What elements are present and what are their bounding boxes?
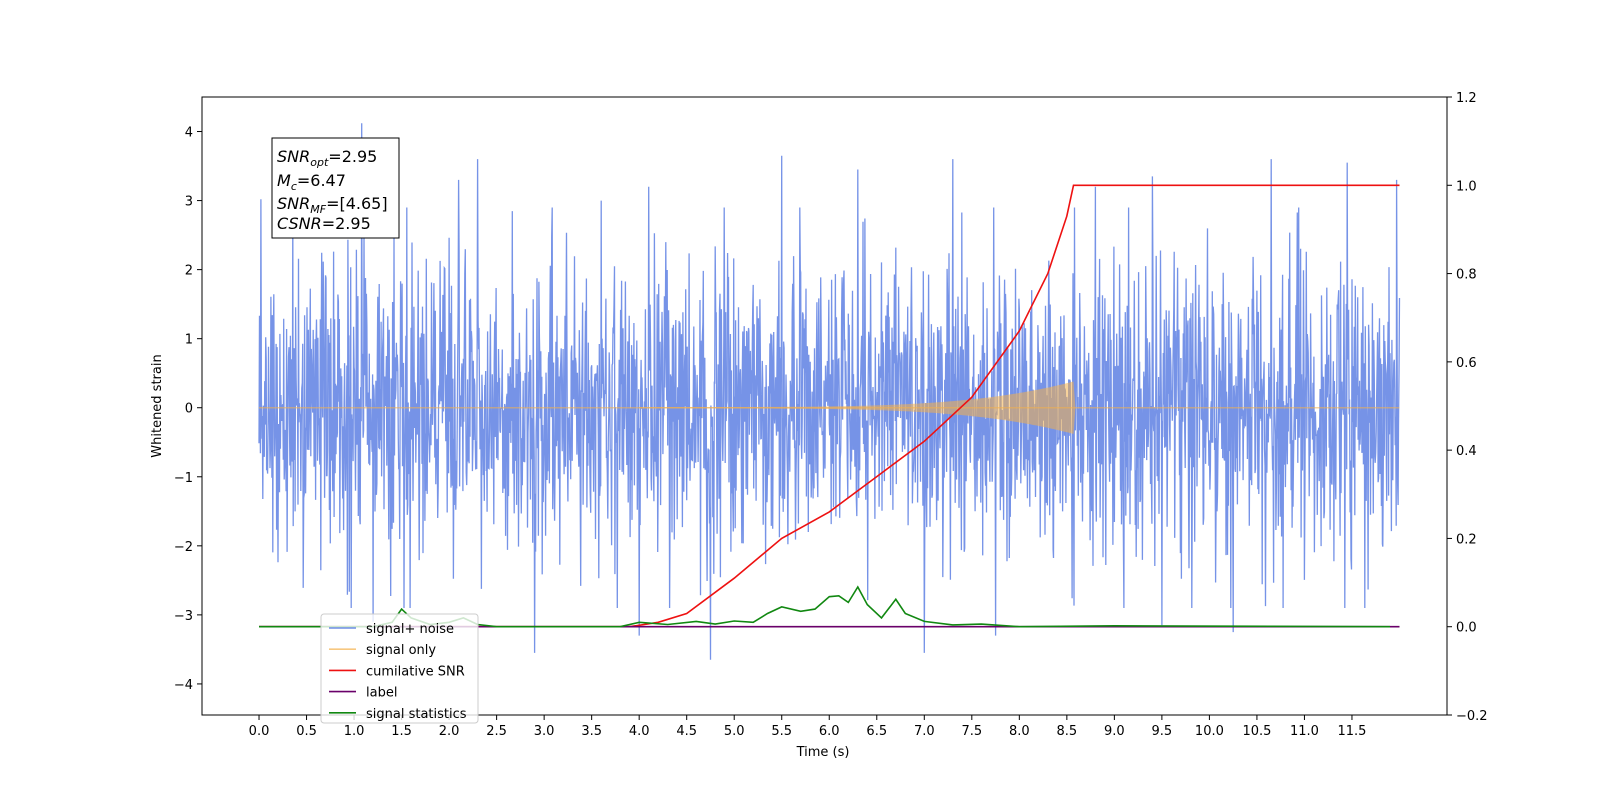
- legend: signal+ noise signal only cumilative SNR la…: [320, 613, 479, 724]
- legend-label-signal-only: signal only: [366, 643, 436, 658]
- x-tick-label-7: 3.5: [581, 724, 602, 739]
- y-tick-label-3: 1: [185, 333, 193, 348]
- legend-label-signal-statistics: signal statistics: [366, 707, 467, 722]
- y-tick-label-8: −4: [174, 678, 193, 693]
- x-axis-label: Time (s): [796, 745, 850, 760]
- legend-frame: [320, 613, 479, 724]
- x-tick-label-17: 8.5: [1057, 724, 1078, 739]
- series-signal-noise-line: [258, 123, 1401, 660]
- x-tick-label-11: 5.5: [771, 724, 792, 739]
- y2-tick-label-6: 0.0: [1456, 621, 1477, 636]
- y2-tick-label-0: 1.2: [1456, 91, 1477, 106]
- y2-tick-label-7: −0.2: [1456, 709, 1488, 724]
- x-tick-label-14: 7.0: [914, 724, 935, 739]
- x-tick-label-8: 4.0: [629, 724, 650, 739]
- y-tick-label-2: 2: [185, 264, 193, 279]
- annotation-frame: [271, 137, 400, 239]
- x-tick-label-23: 11.5: [1337, 724, 1366, 739]
- y-tick-label-4: 0: [185, 402, 193, 417]
- y-axis-left: 4 3 2 1 0 −1 −2 −3 −4: [174, 126, 202, 693]
- x-tick-label-9: 4.5: [676, 724, 697, 739]
- y-axis-right: 1.2 1.0 0.8 0.6 0.4 0.2 0.0 −0.2: [1447, 91, 1488, 724]
- y2-tick-label-1: 1.0: [1456, 179, 1477, 194]
- y2-tick-label-5: 0.2: [1456, 532, 1477, 547]
- x-tick-label-13: 6.5: [866, 724, 887, 739]
- annotation-box: SNRopt=2.95 Mc=6.47 SNRMF=[4.65] CSNR=2.…: [271, 137, 400, 239]
- y-tick-label-7: −3: [174, 609, 193, 624]
- x-tick-label-4: 2.0: [439, 724, 460, 739]
- series-cumilative-snr-line: [259, 184, 1400, 628]
- y-tick-label-1: 3: [185, 195, 193, 210]
- annotation-csnr: CSNR=2.95: [277, 214, 371, 233]
- x-tick-label-1: 0.5: [296, 724, 317, 739]
- annotation-chirp-mass: Mc=6.47: [277, 171, 346, 193]
- y-tick-label-6: −2: [174, 540, 193, 555]
- x-tick-label-6: 3.0: [534, 724, 555, 739]
- plot-frame: [201, 96, 1448, 716]
- y-tick-label-5: −1: [174, 471, 193, 486]
- x-tick-label-12: 6.0: [819, 724, 840, 739]
- x-tick-label-15: 7.5: [961, 724, 982, 739]
- x-tick-label-16: 8.0: [1009, 724, 1030, 739]
- legend-label-cumilative-snr: cumilative SNR: [366, 664, 465, 679]
- x-axis: 0.0 0.5 1.0 1.5 2.0 2.5 3.0 3.5 4.0 4.5 5.0 5.5 6.0 6…: [249, 715, 1366, 739]
- x-tick-label-19: 9.5: [1152, 724, 1173, 739]
- x-tick-label-18: 9.0: [1104, 724, 1125, 739]
- x-tick-label-2: 1.0: [344, 724, 365, 739]
- annotation-snr-mf: SNRMF=[4.65]: [277, 194, 388, 216]
- x-tick-label-20: 10.0: [1195, 724, 1224, 739]
- x-tick-label-5: 2.5: [486, 724, 507, 739]
- y-axis-label: Whitened strain: [150, 354, 165, 457]
- x-tick-label-0: 0.0: [249, 724, 270, 739]
- legend-label-label: label: [366, 686, 397, 701]
- y-tick-label-0: 4: [185, 126, 193, 141]
- y2-tick-label-4: 0.4: [1456, 444, 1477, 459]
- x-tick-label-21: 10.5: [1242, 724, 1271, 739]
- legend-label-signal-noise: signal+ noise: [366, 622, 454, 637]
- y2-tick-label-3: 0.6: [1456, 356, 1477, 371]
- x-tick-label-3: 1.5: [391, 724, 412, 739]
- x-tick-label-22: 11.0: [1290, 724, 1319, 739]
- x-tick-label-10: 5.0: [724, 724, 745, 739]
- y2-tick-label-2: 0.8: [1456, 268, 1477, 283]
- annotation-snr-opt: SNRopt=2.95: [277, 147, 377, 169]
